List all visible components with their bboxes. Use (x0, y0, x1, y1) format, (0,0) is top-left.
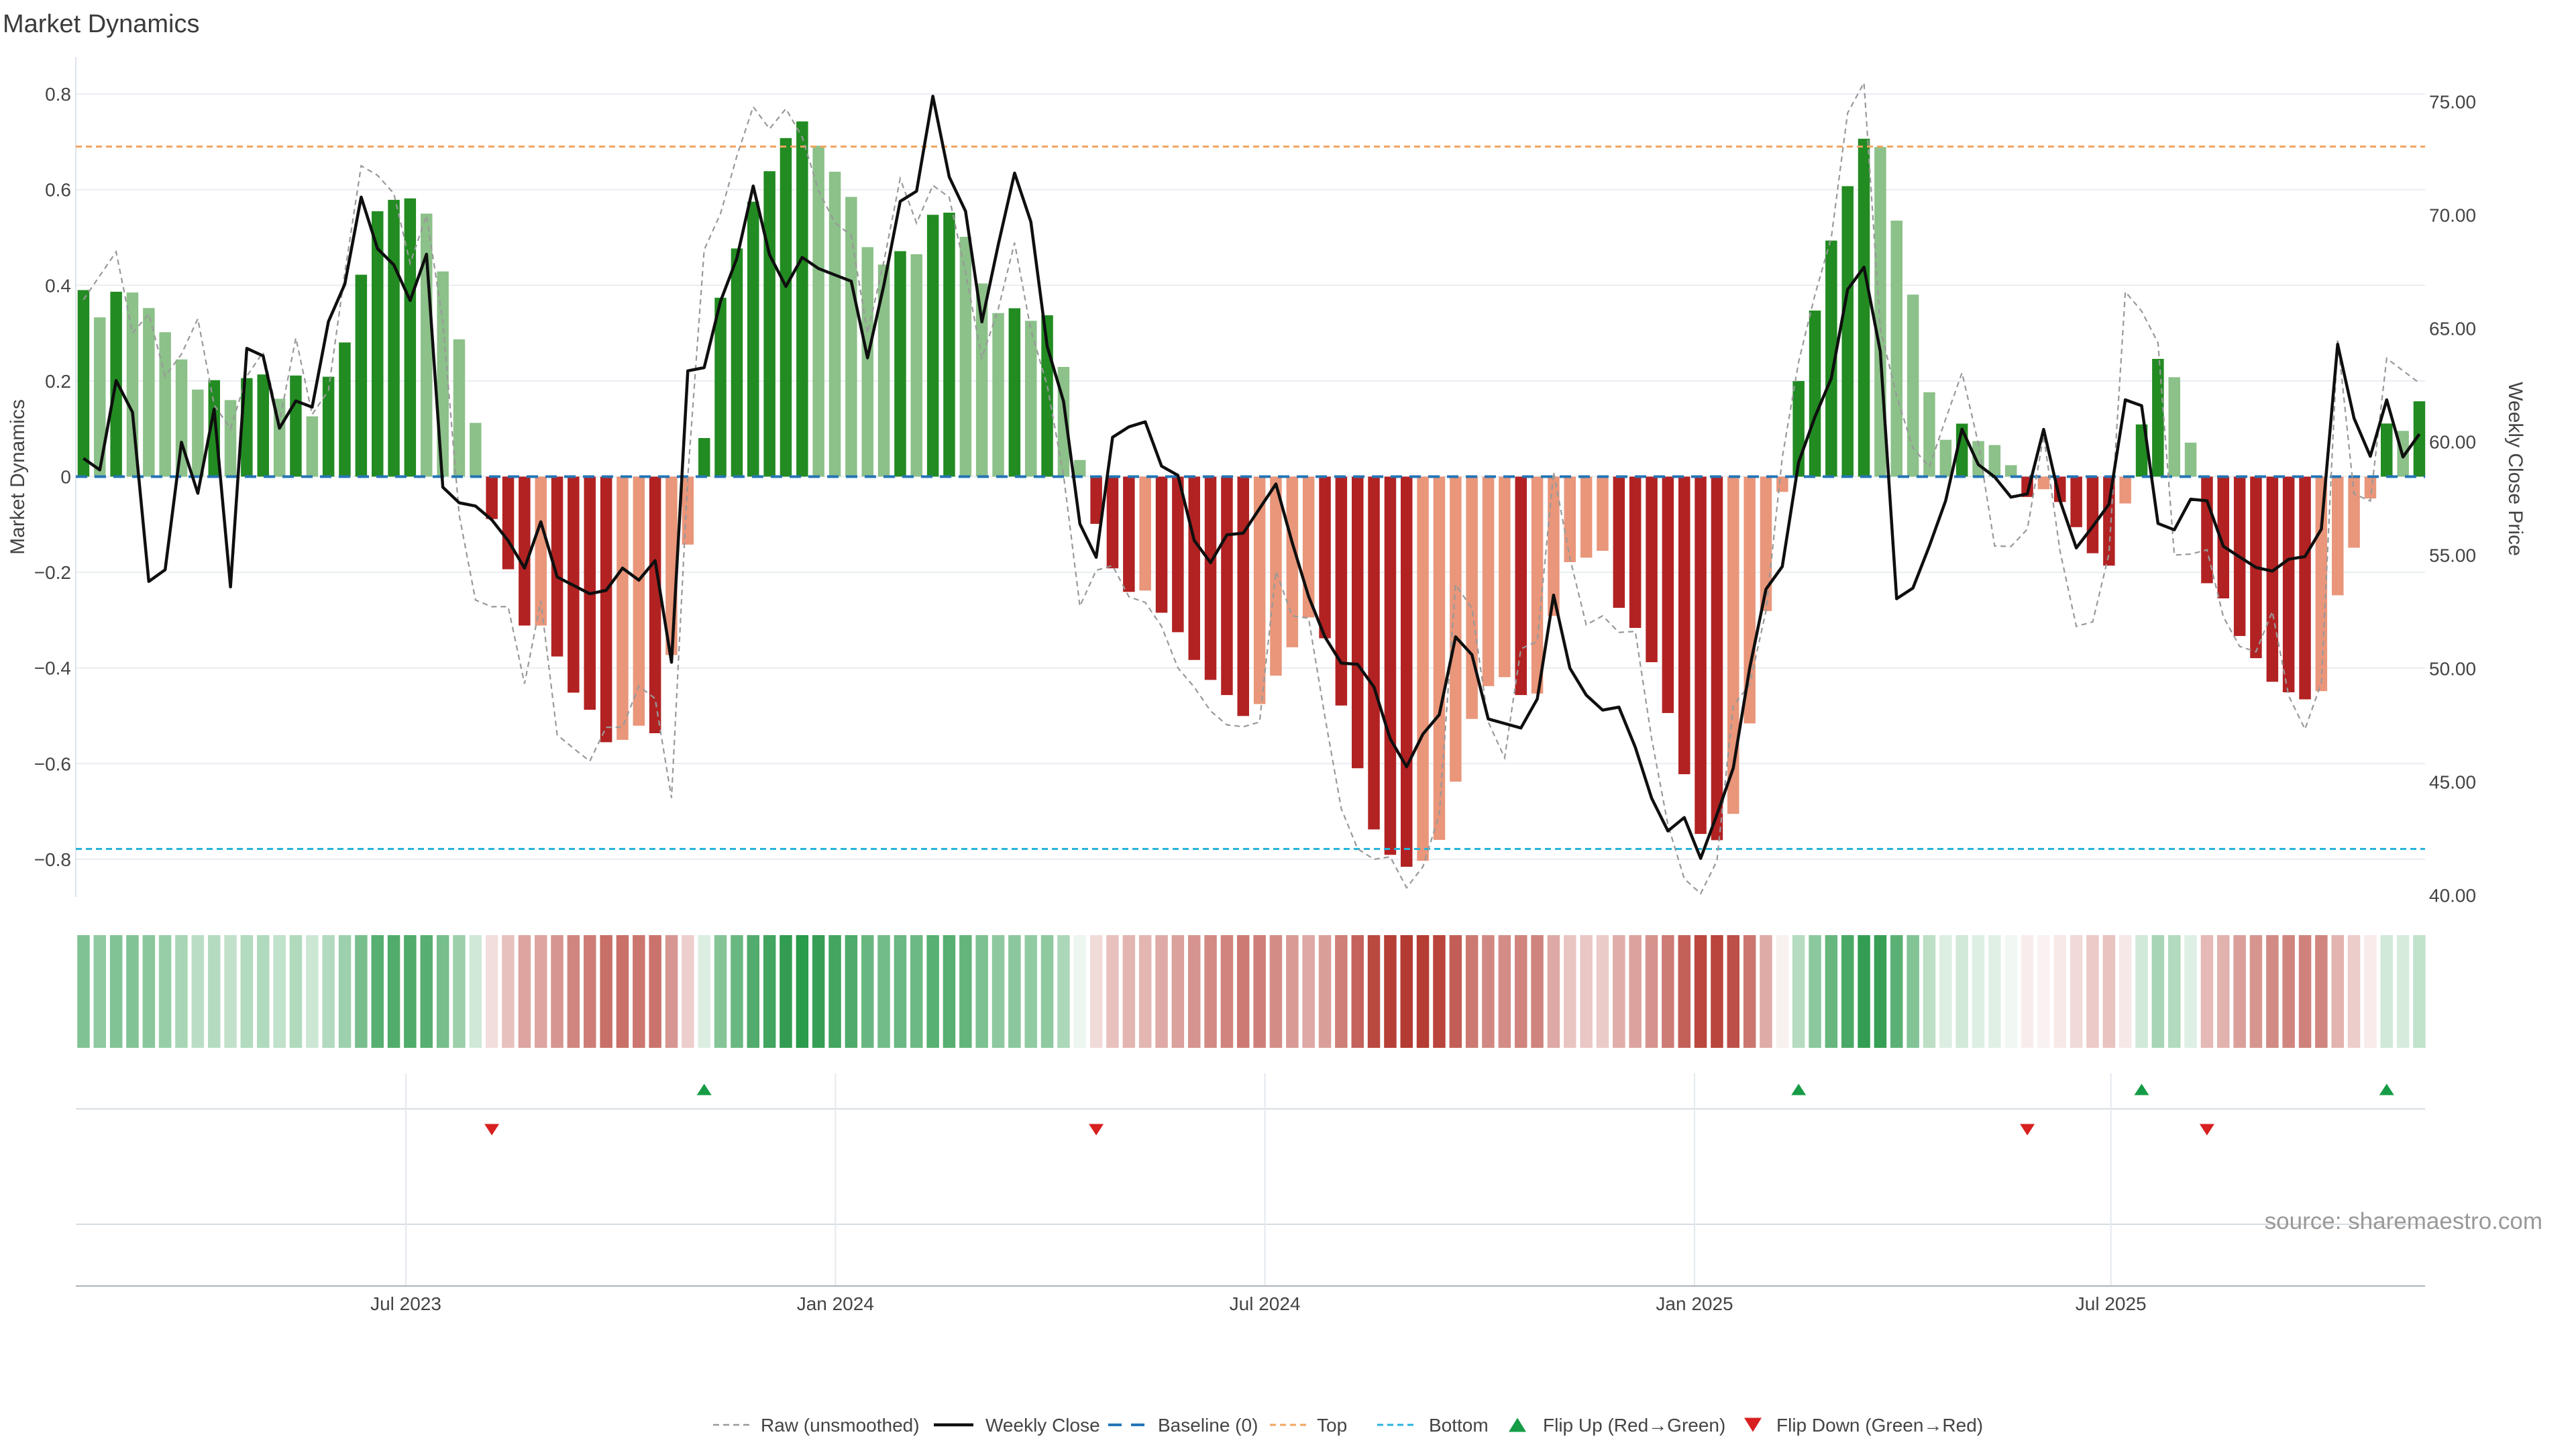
svg-text:Top: Top (1317, 1415, 1347, 1436)
svg-text:0.2: 0.2 (45, 371, 71, 392)
svg-text:45.00: 45.00 (2429, 772, 2476, 793)
svg-text:Bottom: Bottom (1429, 1415, 1489, 1436)
svg-text:40.00: 40.00 (2429, 885, 2476, 906)
svg-text:Jul 2024: Jul 2024 (1230, 1293, 1301, 1314)
svg-text:−0.6: −0.6 (34, 753, 71, 774)
svg-text:0: 0 (60, 467, 71, 488)
svg-text:0.6: 0.6 (45, 180, 71, 201)
svg-text:Jan 2024: Jan 2024 (797, 1293, 874, 1314)
svg-text:60.00: 60.00 (2429, 432, 2476, 453)
svg-text:55.00: 55.00 (2429, 545, 2476, 566)
svg-text:65.00: 65.00 (2429, 319, 2476, 339)
svg-text:Flip Down (Green→Red): Flip Down (Green→Red) (1776, 1415, 1983, 1436)
svg-text:Weekly Close Price: Weekly Close Price (2504, 382, 2526, 556)
svg-text:Raw (unsmoothed): Raw (unsmoothed) (761, 1415, 920, 1436)
svg-text:50.00: 50.00 (2429, 659, 2476, 680)
svg-text:source: sharemaestro.com: source: sharemaestro.com (2265, 1208, 2542, 1234)
svg-text:Baseline (0): Baseline (0) (1158, 1415, 1258, 1436)
svg-text:Market Dynamics: Market Dynamics (3, 10, 200, 38)
svg-text:Jul 2025: Jul 2025 (2076, 1293, 2147, 1314)
svg-text:0.8: 0.8 (45, 84, 71, 105)
svg-text:Jul 2023: Jul 2023 (370, 1293, 441, 1314)
svg-text:−0.2: −0.2 (34, 562, 71, 583)
svg-text:−0.8: −0.8 (34, 849, 71, 870)
svg-text:Flip Up (Red→Green): Flip Up (Red→Green) (1543, 1415, 1725, 1436)
svg-text:75.00: 75.00 (2429, 92, 2476, 113)
svg-text:Jan 2025: Jan 2025 (1656, 1293, 1733, 1314)
svg-text:Market Dynamics: Market Dynamics (7, 399, 29, 555)
svg-text:−0.4: −0.4 (34, 658, 71, 679)
svg-text:Weekly Close: Weekly Close (985, 1415, 1100, 1436)
svg-text:70.00: 70.00 (2429, 205, 2476, 226)
svg-text:0.4: 0.4 (45, 275, 71, 296)
